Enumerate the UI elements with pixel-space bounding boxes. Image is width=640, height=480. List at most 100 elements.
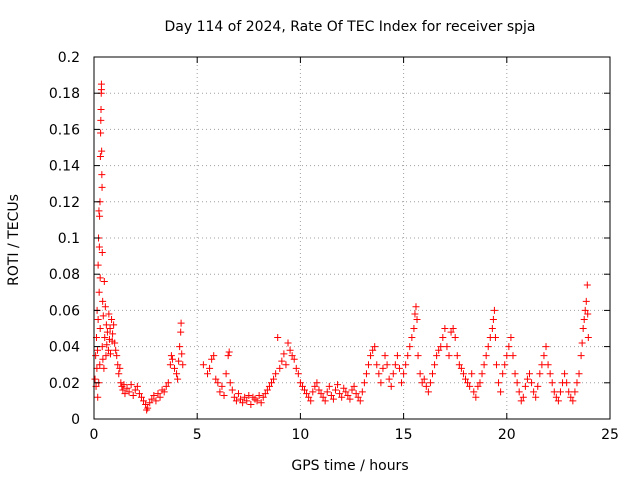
data-point bbox=[582, 297, 590, 305]
data-point bbox=[305, 393, 313, 401]
data-point bbox=[418, 379, 426, 387]
data-point bbox=[445, 352, 453, 360]
data-point bbox=[416, 370, 424, 378]
data-point bbox=[530, 388, 538, 396]
data-point bbox=[360, 379, 368, 387]
data-point bbox=[362, 370, 370, 378]
data-point bbox=[199, 361, 207, 369]
x-tick-label: 15 bbox=[395, 427, 413, 443]
x-axis-label: GPS time / hours bbox=[291, 458, 408, 474]
data-point bbox=[95, 207, 103, 215]
data-point bbox=[214, 379, 222, 387]
data-point bbox=[96, 212, 104, 220]
data-point bbox=[94, 315, 102, 323]
data-point bbox=[135, 390, 143, 398]
data-point bbox=[342, 388, 350, 396]
data-point bbox=[224, 352, 232, 360]
data-point bbox=[104, 346, 112, 354]
data-point bbox=[462, 375, 470, 383]
data-point bbox=[95, 288, 103, 296]
data-point bbox=[567, 393, 575, 401]
data-point bbox=[298, 382, 306, 390]
data-point bbox=[307, 397, 315, 405]
data-point bbox=[288, 352, 296, 360]
data-point bbox=[569, 397, 577, 405]
data-point bbox=[523, 375, 531, 383]
data-point bbox=[259, 393, 267, 401]
data-point bbox=[94, 261, 102, 269]
data-point bbox=[470, 388, 478, 396]
data-point bbox=[220, 391, 228, 399]
data-point bbox=[284, 339, 292, 347]
data-point bbox=[228, 386, 236, 394]
data-point bbox=[534, 382, 542, 390]
data-point bbox=[435, 346, 443, 354]
data-point bbox=[282, 361, 290, 369]
data-point bbox=[177, 328, 185, 336]
y-tick-label: 0.04 bbox=[49, 340, 80, 356]
data-point bbox=[482, 352, 490, 360]
data-point bbox=[575, 370, 583, 378]
data-point bbox=[241, 393, 249, 401]
data-point bbox=[142, 401, 150, 409]
data-point bbox=[385, 375, 393, 383]
data-point bbox=[406, 343, 414, 351]
data-point bbox=[206, 364, 214, 372]
data-point bbox=[296, 379, 304, 387]
data-point bbox=[311, 382, 319, 390]
data-point bbox=[556, 388, 564, 396]
data-point bbox=[208, 355, 216, 363]
data-point bbox=[424, 388, 432, 396]
data-point bbox=[303, 390, 311, 398]
data-point bbox=[232, 397, 240, 405]
data-point bbox=[447, 328, 455, 336]
data-point bbox=[323, 388, 331, 396]
data-point bbox=[398, 379, 406, 387]
data-point bbox=[411, 310, 419, 318]
data-point bbox=[331, 386, 339, 394]
data-point bbox=[276, 364, 284, 372]
data-point bbox=[115, 370, 123, 378]
data-point bbox=[168, 355, 176, 363]
data-point bbox=[108, 315, 116, 323]
data-point bbox=[101, 334, 109, 342]
data-point bbox=[327, 391, 335, 399]
data-point bbox=[379, 364, 387, 372]
data-point bbox=[150, 391, 158, 399]
data-point bbox=[513, 379, 521, 387]
data-point bbox=[515, 388, 523, 396]
data-point bbox=[93, 364, 101, 372]
data-point bbox=[577, 352, 585, 360]
data-point bbox=[521, 382, 529, 390]
data-point bbox=[97, 116, 105, 124]
data-point bbox=[490, 306, 498, 314]
data-point bbox=[453, 352, 461, 360]
data-point bbox=[377, 379, 385, 387]
data-point bbox=[348, 386, 356, 394]
data-point bbox=[133, 382, 141, 390]
data-point bbox=[257, 399, 265, 407]
y-tick-label: 0.14 bbox=[49, 159, 80, 175]
data-point bbox=[507, 334, 515, 342]
data-point bbox=[373, 361, 381, 369]
tick-labels: 0 5 10 15 20 25 0 0.02 0.04 0.06 0.08 0.1 0.12 0.14 0.… bbox=[49, 50, 619, 443]
y-tick-label: 0.06 bbox=[49, 303, 80, 319]
data-point bbox=[239, 399, 247, 407]
data-point bbox=[103, 341, 111, 349]
data-point bbox=[91, 375, 99, 383]
data-point bbox=[173, 370, 181, 378]
x-tick-label: 0 bbox=[90, 427, 99, 443]
data-point bbox=[292, 364, 300, 372]
data-point bbox=[395, 364, 403, 372]
data-point bbox=[340, 384, 348, 392]
data-point bbox=[112, 346, 120, 354]
data-point bbox=[290, 355, 298, 363]
data-point bbox=[94, 393, 102, 401]
data-point bbox=[294, 370, 302, 378]
data-point bbox=[428, 370, 436, 378]
data-point bbox=[99, 355, 107, 363]
data-point bbox=[96, 274, 104, 282]
data-point bbox=[109, 330, 117, 338]
data-point bbox=[400, 370, 408, 378]
data-point bbox=[222, 370, 230, 378]
